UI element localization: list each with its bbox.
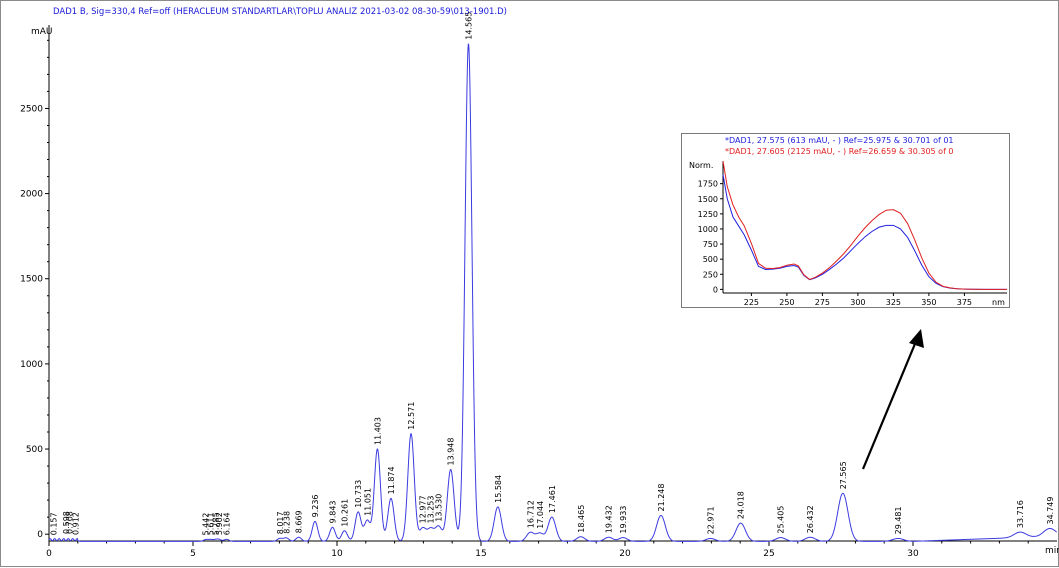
x-tick-label: 15: [475, 549, 486, 559]
inset-x-tick-label: 300: [850, 298, 865, 307]
chart-title: DAD1 B, Sig=330,4 Ref=off (HERACLEUM STA…: [53, 7, 507, 17]
peak-label: 8.238: [282, 511, 291, 534]
peak-label: 33.716: [1016, 500, 1025, 528]
inset-legend-blue: *DAD1, 27.575 (613 mAU, - ) Ref=25.975 &…: [725, 136, 954, 145]
peak-label: 24.018: [737, 491, 746, 519]
peak-label: 13.530: [435, 494, 444, 522]
peak-label: 17.461: [548, 485, 557, 513]
y-tick-label: 2500: [20, 104, 43, 114]
y-tick-label: 500: [26, 445, 43, 455]
inset-y-tick-label: 500: [703, 255, 718, 264]
inset-frame: [681, 133, 1010, 308]
x-tick-group: 0 5 10 15 20 25 30: [46, 541, 1029, 559]
peak-label: 21.248: [657, 484, 666, 512]
inset-y-tick-label: 1000: [698, 225, 718, 234]
peak-label: 13.253: [427, 496, 436, 524]
inset-x-tick-group: 225 250 275 300 325 350 375: [744, 293, 972, 307]
y-tick-label: 2000: [20, 190, 43, 200]
peak-label: 26.432: [806, 505, 815, 533]
peak-label: 0.598: [62, 511, 71, 534]
inset-y-tick-label: 0: [713, 285, 718, 294]
peak-label: 15.584: [494, 475, 503, 503]
inset-x-tick-label: 250: [779, 298, 794, 307]
peak-label: 29.481: [894, 506, 903, 534]
peak-label: 19.432: [605, 505, 614, 533]
peak-label: 10.261: [341, 499, 350, 527]
x-axis-label: min: [1045, 546, 1059, 556]
peak-label: 11.403: [373, 417, 382, 445]
x-tick-label: 30: [907, 549, 919, 559]
inset-x-tick-label: 225: [744, 298, 759, 307]
peak-label: 10.733: [354, 480, 363, 508]
uv-spectrum-inset: *DAD1, 27.575 (613 mAU, - ) Ref=25.975 &…: [681, 133, 1010, 308]
inset-x-tick-label: 350: [921, 298, 936, 307]
peak-label: 18.465: [577, 505, 586, 533]
peak-label: 9.236: [311, 494, 320, 517]
inset-series-group: [722, 160, 1007, 290]
peak-label: 13.948: [447, 438, 456, 466]
inset-y-axis-label: Norm.: [689, 161, 713, 170]
peak-label: 9.843: [329, 500, 338, 523]
peak-label: 5.902: [215, 512, 224, 535]
y-tick-label: 1500: [20, 275, 43, 285]
peak-label: 27.565: [839, 461, 848, 489]
inset-y-tick-label: 250: [703, 270, 718, 279]
y-tick-group: 0 500 1000 1500 2000 2500: [20, 39, 49, 540]
peak-label: 6.164: [223, 512, 232, 535]
peak-label: 19.933: [619, 506, 628, 534]
x-tick-label: 25: [763, 549, 774, 559]
x-tick-label: 5: [190, 549, 196, 559]
inset-y-tick-label: 1250: [698, 210, 718, 219]
inset-y-tick-label: 1500: [698, 195, 718, 204]
peak-label: 12.571: [407, 402, 416, 430]
peak-label: 5.442: [202, 513, 211, 536]
y-axis-label: mAU: [31, 27, 53, 37]
inset-x-tick-label: 375: [957, 298, 972, 307]
trace-group: [48, 43, 1058, 542]
peak-label: 14.565: [465, 12, 474, 40]
peak-label: 0.157: [50, 512, 59, 535]
inset-x-tick-label: 275: [815, 298, 830, 307]
y-tick-label: 0: [37, 530, 43, 540]
peak-label: 25.405: [777, 506, 786, 534]
peak-label: 22.971: [707, 506, 716, 534]
inset-legend-red: *DAD1, 27.605 (2125 mAU, - ) Ref=26.659 …: [725, 147, 954, 156]
x-tick-label: 20: [619, 549, 631, 559]
peak-label: 17.044: [536, 501, 545, 529]
inset-x-axis-label: nm: [992, 298, 1005, 307]
peak-label: 0.708: [65, 511, 74, 534]
x-tick-label: 10: [331, 549, 343, 559]
inset-y-tick-label: 750: [703, 240, 718, 249]
peak-label: 8.669: [295, 510, 304, 533]
inset-series-line-1: [722, 160, 1007, 290]
inset-y-tick-group: 0 250 500 750 1000 1250 1500 1750: [698, 180, 723, 294]
peak-label: 8.017: [276, 511, 285, 534]
peak-label: 5.611: [207, 512, 216, 535]
callout-arrow: [861, 329, 924, 470]
chromatogram-trace: [48, 43, 1058, 542]
inset-x-tick-label: 325: [886, 298, 901, 307]
x-tick-label: 0: [46, 549, 52, 559]
inset-y-tick-label: 1750: [698, 180, 718, 189]
peak-label: 11.051: [363, 488, 372, 516]
peak-label: 0.912: [71, 512, 80, 535]
peak-label: 11.874: [387, 466, 396, 494]
peak-label: 16.712: [526, 500, 535, 528]
y-tick-label: 1000: [20, 360, 43, 370]
peak-label: 5.785: [212, 512, 221, 535]
peak-label: 12.977: [419, 495, 428, 523]
peak-label: 34.749: [1046, 497, 1055, 525]
